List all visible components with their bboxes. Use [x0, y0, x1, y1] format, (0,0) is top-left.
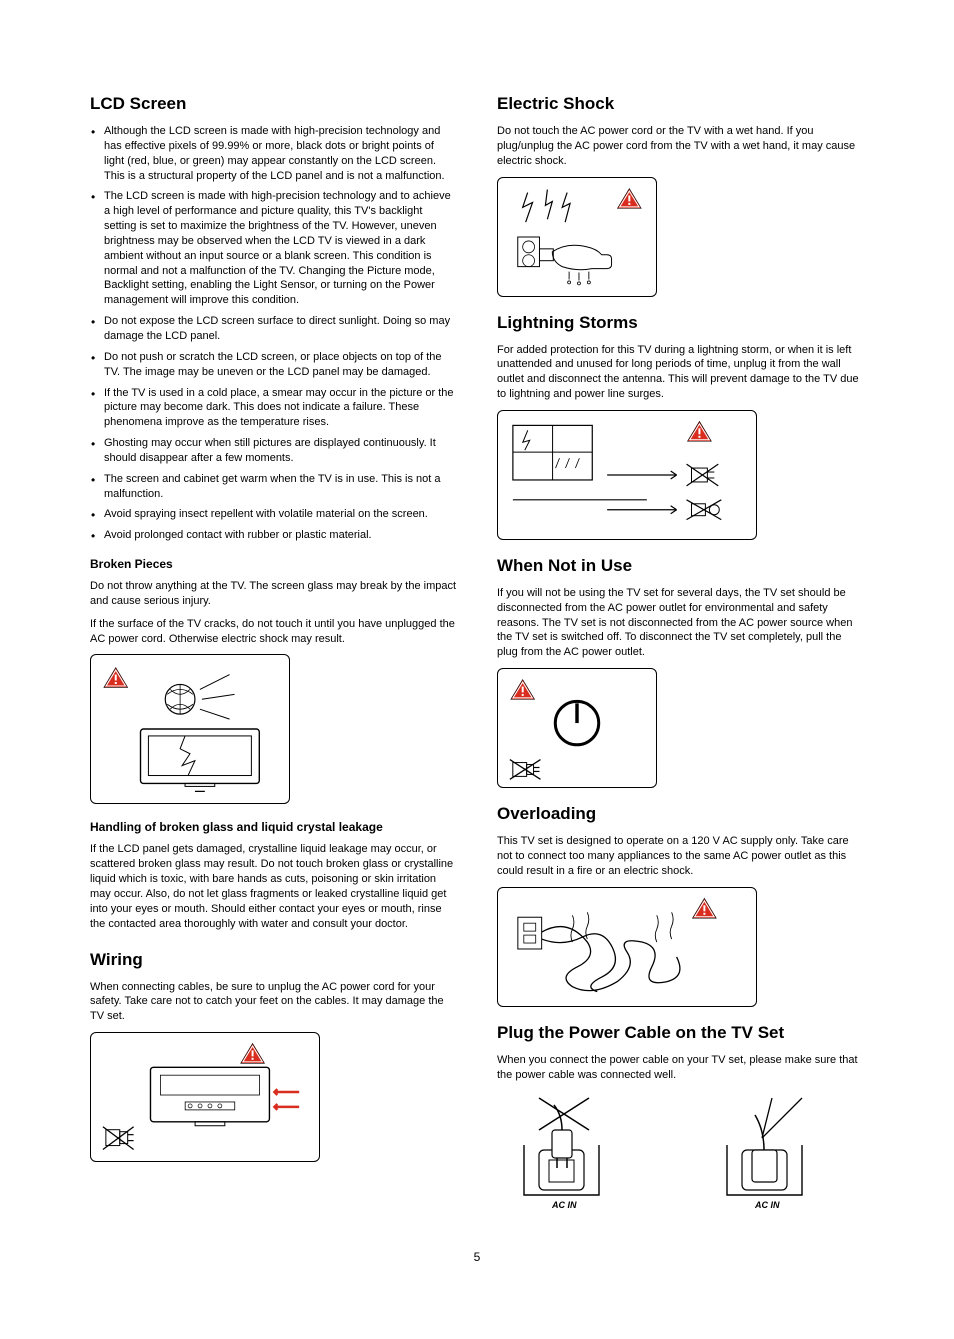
list-item: Although the LCD screen is made with hig…	[104, 124, 457, 183]
diagram-not-in-use	[497, 668, 657, 788]
body-text: This TV set is designed to operate on a …	[497, 834, 864, 879]
heading-overloading: Overloading	[497, 804, 864, 824]
list-item: The screen and cabinet get warm when the…	[104, 472, 457, 502]
diagram-broken-screen	[90, 654, 290, 804]
body-text: If you will not be using the TV set for …	[497, 586, 864, 660]
heading-lcd-screen: LCD Screen	[90, 94, 457, 114]
heading-wiring: Wiring	[90, 950, 457, 970]
lcd-bullets: Although the LCD screen is made with hig…	[90, 124, 457, 543]
list-item: Do not expose the LCD screen surface to …	[104, 314, 457, 344]
diagram-wiring	[90, 1032, 320, 1162]
list-item: Do not push or scratch the LCD screen, o…	[104, 350, 457, 380]
body-text: If the LCD panel gets damaged, crystalli…	[90, 842, 457, 931]
svg-text:AC IN: AC IN	[551, 1200, 577, 1210]
list-item: The LCD screen is made with high-precisi…	[104, 189, 457, 308]
right-column: Electric Shock Do not touch the AC power…	[497, 90, 864, 1220]
heading-broken-pieces: Broken Pieces	[90, 557, 457, 571]
diagram-lightning	[497, 410, 757, 540]
svg-text:AC IN: AC IN	[754, 1200, 780, 1210]
page-number: 5	[90, 1250, 864, 1264]
left-column: LCD Screen Although the LCD screen is ma…	[90, 90, 457, 1220]
body-text: When you connect the power cable on your…	[497, 1053, 864, 1083]
body-text: For added protection for this TV during …	[497, 343, 864, 402]
heading-plug-power-cable: Plug the Power Cable on the TV Set	[497, 1023, 864, 1043]
diagram-overloading	[497, 887, 757, 1007]
diagram-electric-shock	[497, 177, 657, 297]
heading-electric-shock: Electric Shock	[497, 94, 864, 114]
list-item: If the TV is used in a cold place, a sme…	[104, 386, 457, 431]
list-item: Avoid spraying insect repellent with vol…	[104, 507, 457, 522]
body-text: Do not touch the AC power cord or the TV…	[497, 124, 864, 169]
heading-lightning-storms: Lightning Storms	[497, 313, 864, 333]
heading-handling-glass: Handling of broken glass and liquid crys…	[90, 820, 457, 834]
body-text: If the surface of the TV cracks, do not …	[90, 617, 457, 647]
body-text: Do not throw anything at the TV. The scr…	[90, 579, 457, 609]
body-text: When connecting cables, be sure to unplu…	[90, 980, 457, 1025]
diagram-plug-wrong: AC IN	[497, 1090, 661, 1220]
plug-diagrams-row: AC IN AC IN	[497, 1090, 864, 1220]
list-item: Avoid prolonged contact with rubber or p…	[104, 528, 457, 543]
diagram-plug-correct: AC IN	[701, 1090, 865, 1220]
list-item: Ghosting may occur when still pictures a…	[104, 436, 457, 466]
heading-when-not-in-use: When Not in Use	[497, 556, 864, 576]
